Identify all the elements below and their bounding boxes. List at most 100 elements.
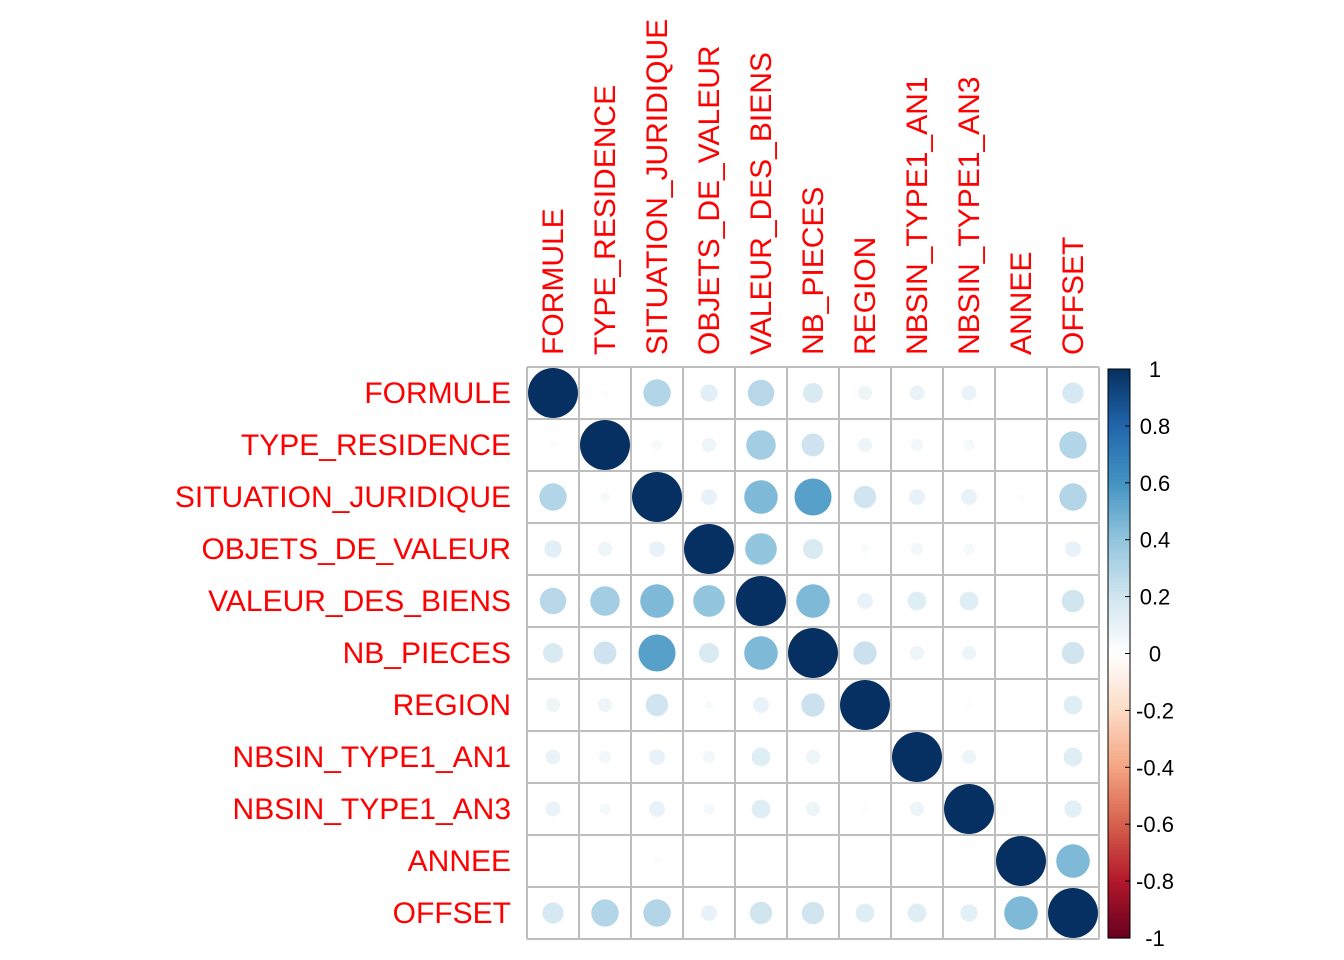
corr-circle-valeur_des_biens-situation_juridique [640, 584, 674, 618]
colorbar-segment [1108, 787, 1130, 791]
colorbar-segment [1108, 812, 1130, 817]
colorbar-segment [1108, 892, 1130, 896]
colorbar-segment [1108, 610, 1130, 615]
corr-circle-objets_de_valeur-objets_de_valeur [684, 524, 734, 574]
colorbar-segment [1108, 388, 1130, 393]
colorbar-tick-label: 0.8 [1140, 414, 1171, 439]
corr-circle-annee-annee [996, 836, 1046, 886]
colorbar-segment [1108, 809, 1130, 814]
corr-circle-formule-formule [528, 368, 578, 418]
corr-circle-nbsin_type1_an3-annee [1018, 806, 1024, 812]
colorbar-segment [1108, 616, 1130, 620]
colorbar-segment [1108, 662, 1130, 666]
corr-circle-situation_juridique-nb_pieces [794, 478, 832, 516]
colorbar-segment [1108, 423, 1130, 427]
colorbar-segment [1108, 474, 1130, 478]
row-label-region: REGION [393, 689, 511, 722]
colorbar-tick-label: 0.6 [1140, 471, 1171, 496]
colorbar-segment [1108, 741, 1130, 746]
colorbar-segment [1108, 798, 1130, 803]
colorbar-segment [1108, 579, 1130, 583]
colorbar-segment [1108, 405, 1130, 410]
colorbar-segment [1108, 883, 1130, 888]
colorbar-segment [1108, 753, 1130, 757]
corr-circle-nb_pieces-objets_de_valeur [699, 643, 719, 663]
colorbar-segment [1108, 627, 1130, 632]
colorbar-segment [1108, 738, 1130, 743]
colorbar-segment [1108, 488, 1130, 492]
corr-circle-nb_pieces-valeur_des_biens [744, 636, 778, 670]
colorbar-segment [1108, 528, 1130, 532]
colorbar-segment [1108, 926, 1130, 931]
colorbar-segment [1108, 724, 1130, 729]
corr-circle-type_residence-situation_juridique [652, 440, 662, 450]
colorbar-segment [1108, 622, 1130, 626]
corr-circle-nbsin_type1_an3-offset [1064, 800, 1082, 818]
colorbar-segment [1108, 479, 1130, 484]
colorbar-segment [1108, 451, 1130, 455]
colorbar-segment [1108, 369, 1130, 373]
colorbar-segment [1108, 539, 1130, 544]
colorbar-segment [1108, 849, 1130, 854]
corr-circle-objets_de_valeur-nbsin_type1_an3 [963, 543, 975, 555]
corr-circle-offset-region [855, 903, 875, 923]
colorbar-segment [1108, 713, 1130, 717]
colorbar-segment [1108, 818, 1130, 822]
corr-circle-region-offset [1063, 695, 1083, 715]
colorbar-segment [1108, 906, 1130, 911]
corr-circle-objets_de_valeur-formule [544, 540, 562, 558]
colorbar-segment [1108, 895, 1130, 899]
corr-circle-nbsin_type1_an3-type_residence [599, 803, 611, 815]
corr-circle-offset-nbsin_type1_an3 [960, 904, 978, 922]
corr-circle-nb_pieces-nbsin_type1_an3 [961, 645, 977, 661]
corr-circle-valeur_des_biens-nbsin_type1_an1 [907, 591, 927, 611]
corr-circle-valeur_des_biens-formule [539, 587, 567, 615]
colorbar-segment [1108, 445, 1130, 450]
colorbar-segment [1108, 679, 1130, 683]
column-label-formule: FORMULE [537, 208, 570, 355]
colorbar-segment [1108, 929, 1130, 933]
colorbar-segment [1108, 909, 1130, 913]
colorbar-segment [1108, 707, 1130, 712]
colorbar-segment [1108, 613, 1130, 618]
colorbar-segment [1108, 767, 1130, 771]
corr-circle-offset-situation_juridique [643, 899, 671, 927]
correlation-grid [526, 366, 1100, 940]
corr-circle-formule-type_residence [601, 389, 609, 397]
colorbar-segment [1108, 519, 1130, 524]
colorbar-segment [1108, 881, 1130, 885]
corr-circle-type_residence-offset [1059, 431, 1087, 459]
colorbar-segment [1108, 858, 1130, 862]
colorbar-segment [1108, 901, 1130, 905]
colorbar-segment [1108, 755, 1130, 760]
colorbar-segment [1108, 838, 1130, 842]
colorbar-segment [1108, 832, 1130, 837]
corr-circle-objets_de_valeur-region [860, 544, 870, 554]
colorbar-segment [1108, 417, 1130, 421]
corr-circle-valeur_des_biens-valeur_des_biens [736, 576, 786, 626]
corr-circle-annee-offset [1056, 844, 1090, 878]
colorbar-segment [1108, 861, 1130, 865]
colorbar-segment [1108, 667, 1130, 672]
corr-circle-valeur_des_biens-nb_pieces [796, 584, 830, 618]
colorbar-segment [1108, 380, 1130, 384]
corr-circle-offset-nbsin_type1_an1 [907, 903, 927, 923]
corr-circle-nb_pieces-situation_juridique [638, 634, 676, 672]
corr-circle-type_residence-nbsin_type1_an1 [910, 438, 924, 452]
colorbar-segment [1108, 659, 1130, 663]
colorbar-segment [1108, 442, 1130, 447]
corr-circle-type_residence-type_residence [580, 420, 630, 470]
colorbar-segment [1108, 605, 1130, 609]
colorbar-segment [1108, 568, 1130, 572]
corr-circle-nbsin_type1_an1-nbsin_type1_an3 [961, 749, 977, 765]
colorbar-segment [1108, 559, 1130, 564]
colorbar-segment [1108, 636, 1130, 640]
colorbar-segment [1108, 699, 1130, 703]
colorbar-segment [1108, 525, 1130, 529]
corr-circle-annee-situation_juridique [653, 857, 661, 865]
colorbar-segment [1108, 733, 1130, 737]
colorbar-segment [1108, 920, 1130, 925]
column-label-offset: OFFSET [1057, 237, 1090, 355]
corr-circle-type_residence-annee [1018, 442, 1024, 448]
colorbar-segment [1108, 434, 1130, 438]
